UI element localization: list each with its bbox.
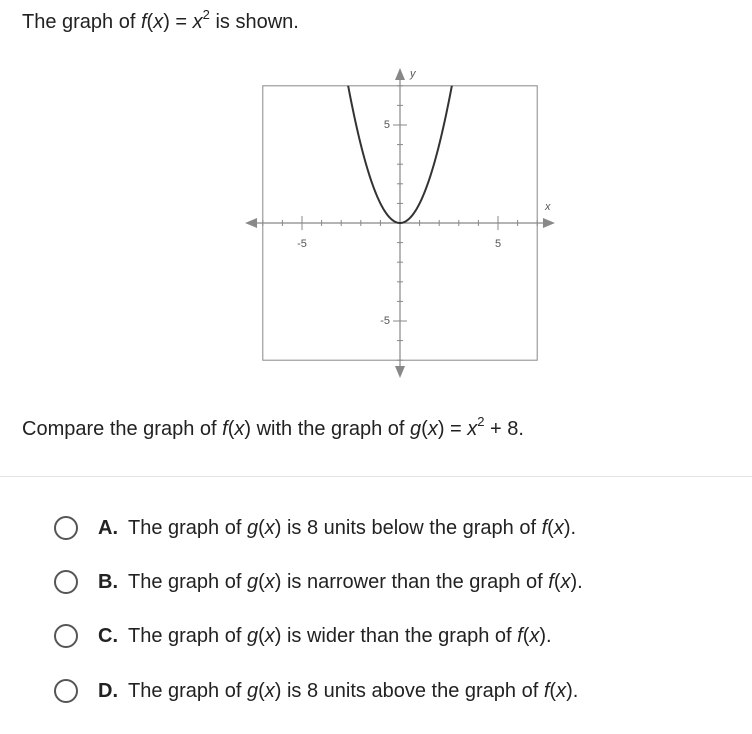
math-var: x (153, 11, 164, 33)
separator (0, 476, 752, 477)
text-segment: + 8. (484, 418, 524, 440)
option: A. The graph of g(x) is 8 units below the… (54, 513, 576, 543)
question-intro: The graph of f(x) = x2 is shown. (22, 8, 299, 34)
math-var: f (140, 11, 147, 33)
y-axis-label: y (409, 68, 417, 80)
math-var: f (548, 570, 554, 593)
text-segment: ( (258, 679, 265, 702)
arrowhead (395, 68, 405, 81)
option: C. The graph of g(x) is wider than the gr… (54, 621, 552, 651)
option-letter: B. (98, 570, 118, 593)
text-segment: ( (227, 418, 235, 440)
text-segment: ) = (437, 418, 468, 440)
text-segment: The graph of (128, 570, 247, 593)
text-segment: ( (258, 570, 265, 593)
math-var: x (553, 516, 564, 539)
text-segment: ( (547, 516, 554, 539)
y-tick-label: 5 (384, 119, 390, 131)
math-var: x (264, 624, 275, 647)
math-var: x (264, 679, 275, 702)
text-segment: ( (146, 11, 154, 33)
text-segment: ( (258, 516, 265, 539)
math-var: x (264, 516, 275, 539)
option-text: The graph of g(x) is wider than the grap… (128, 625, 552, 648)
text-segment: ( (421, 418, 428, 440)
x-tick-label: 5 (495, 238, 501, 250)
text-segment: ) is 8 units below the graph of (274, 516, 542, 539)
parabola (347, 85, 453, 225)
arrowhead (395, 365, 405, 378)
option: B. The graph of g(x) is narrower than the… (54, 567, 583, 597)
math-var: x (467, 418, 478, 440)
text-segment: ) is 8 units above the graph of (274, 679, 544, 702)
text-segment: ( (522, 624, 530, 647)
text-segment: ). (539, 624, 552, 647)
option: D. The graph of g(x) is 8 units above the… (54, 676, 578, 706)
math-var: x (234, 418, 245, 440)
x-tick-label: -5 (297, 238, 307, 250)
math-var: x (529, 624, 540, 647)
option-letter: A. (98, 516, 118, 539)
text-segment: ( (549, 679, 557, 702)
question-prompt: Compare the graph of f(x) with the graph… (22, 415, 524, 441)
text-segment: ) with the graph of (244, 418, 411, 440)
text-segment: Compare the graph of (22, 418, 223, 440)
text-segment: ). (570, 570, 583, 593)
math-var: g (246, 679, 259, 702)
text-segment: The graph of (128, 516, 247, 539)
text-segment: ) is wider than the graph of (274, 624, 518, 647)
math-var: f (517, 624, 523, 647)
math-var: f (543, 679, 550, 702)
radio-button[interactable] (54, 624, 78, 648)
math-var: g (246, 624, 259, 647)
math-var: x (264, 570, 275, 593)
math-var: x (427, 418, 438, 440)
text-segment: ) = (163, 11, 193, 33)
option-text: The graph of g(x) is narrower than the g… (128, 571, 583, 594)
text-segment: ). (563, 516, 577, 539)
y-tick-label: -5 (380, 315, 390, 327)
text-segment: ). (566, 679, 579, 702)
radio-button[interactable] (54, 516, 78, 540)
math-var: x (192, 11, 203, 33)
text-segment: ) is narrower than the graph of (274, 570, 549, 593)
math-var: g (246, 570, 259, 593)
superscript: 2 (477, 414, 485, 429)
text-segment: The graph of (22, 11, 141, 33)
option-text: The graph of g(x) is 8 units above the g… (128, 680, 578, 703)
math-var: x (556, 679, 567, 702)
math-var: x (560, 570, 571, 593)
arrowhead (542, 218, 555, 228)
text-segment: is shown. (209, 11, 299, 33)
graph: -5 5 -5 5 x y (245, 68, 555, 378)
text-segment: ( (553, 570, 561, 593)
option-letter: D. (98, 679, 118, 702)
text-segment: The graph of (128, 679, 247, 702)
superscript: 2 (202, 7, 210, 22)
arrowhead (245, 218, 258, 228)
radio-button[interactable] (54, 570, 78, 594)
x-axis-label: x (544, 201, 551, 213)
math-var: f (222, 418, 228, 440)
math-var: f (541, 516, 548, 539)
radio-button[interactable] (54, 679, 78, 703)
math-var: g (246, 516, 259, 539)
option-text: The graph of g(x) is 8 units below the g… (128, 517, 576, 540)
math-var: g (410, 418, 422, 440)
text-segment: ( (258, 624, 265, 647)
option-letter: C. (98, 624, 118, 647)
text-segment: The graph of (128, 624, 247, 647)
